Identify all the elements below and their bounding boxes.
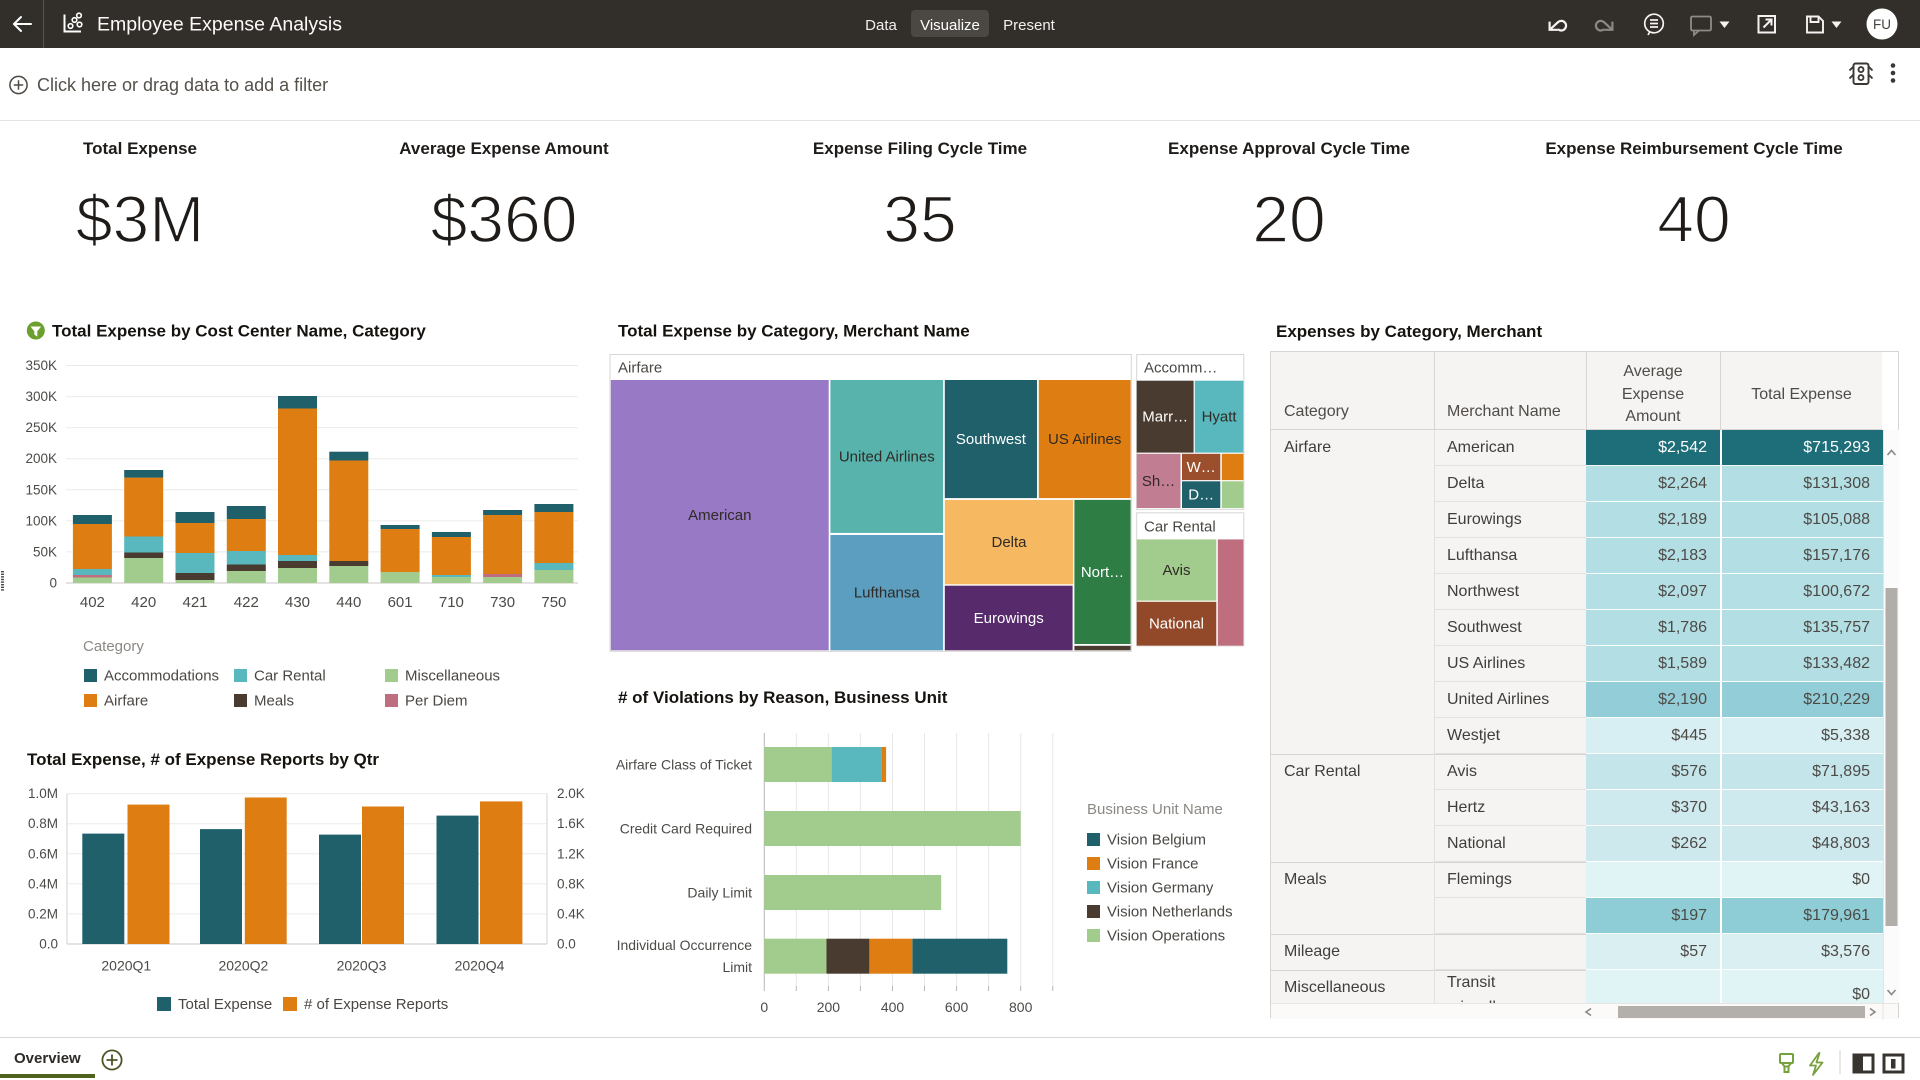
svg-text:Daily Limit: Daily Limit — [687, 885, 752, 901]
svg-text:2020Q2: 2020Q2 — [218, 958, 268, 974]
svg-text:1.6K: 1.6K — [557, 816, 585, 831]
svg-text:Vision Germany: Vision Germany — [1107, 880, 1214, 897]
svg-text:400: 400 — [881, 999, 905, 1015]
svg-text:Meals: Meals — [254, 693, 294, 710]
svg-text:0.8K: 0.8K — [557, 876, 585, 891]
svg-text:W…: W… — [1187, 459, 1216, 476]
svg-text:Category: Category — [83, 638, 144, 655]
svg-text:Individual Occurrence: Individual Occurrence — [617, 937, 753, 953]
svg-text:Marr…: Marr… — [1142, 409, 1188, 426]
svg-text:0.6M: 0.6M — [28, 846, 58, 861]
svg-text:Vision France: Vision France — [1107, 856, 1198, 873]
svg-text:Car Rental: Car Rental — [1144, 519, 1216, 536]
svg-text:Airfare: Airfare — [618, 360, 662, 377]
svg-text:Vision Belgium: Vision Belgium — [1107, 832, 1206, 849]
svg-text:430: 430 — [285, 594, 310, 611]
svg-text:300K: 300K — [25, 389, 57, 404]
svg-text:Avis: Avis — [1162, 562, 1190, 579]
svg-text:Nort…: Nort… — [1081, 564, 1124, 581]
svg-text:Accommodations: Accommodations — [104, 668, 219, 685]
svg-text:600: 600 — [945, 999, 969, 1015]
svg-text:American: American — [688, 507, 751, 524]
svg-text:Sh…: Sh… — [1142, 473, 1175, 490]
svg-text:0.4K: 0.4K — [557, 906, 585, 921]
svg-text:Present: Present — [1003, 17, 1056, 34]
svg-text:1.0M: 1.0M — [28, 786, 58, 801]
svg-text:Airfare: Airfare — [104, 693, 148, 710]
svg-text:0: 0 — [760, 999, 768, 1015]
svg-text:0.8M: 0.8M — [28, 816, 58, 831]
svg-text:440: 440 — [336, 594, 361, 611]
svg-text:1.2K: 1.2K — [557, 846, 585, 861]
svg-text:Miscellaneous: Miscellaneous — [405, 668, 500, 685]
svg-text:Southwest: Southwest — [956, 431, 1027, 448]
svg-text:0: 0 — [49, 576, 57, 591]
svg-text:402: 402 — [80, 594, 105, 611]
svg-text:Vision Operations: Vision Operations — [1107, 928, 1225, 945]
svg-text:# of Expense Reports: # of Expense Reports — [304, 996, 448, 1013]
svg-text:Car Rental: Car Rental — [254, 668, 326, 685]
svg-text:Total Expense by Cost Center N: Total Expense by Cost Center Name, Categ… — [52, 322, 426, 341]
svg-text:US Airlines: US Airlines — [1048, 431, 1121, 448]
svg-text:Business Unit Name: Business Unit Name — [1087, 801, 1223, 818]
svg-text:2020Q3: 2020Q3 — [337, 958, 387, 974]
svg-text:421: 421 — [182, 594, 207, 611]
svg-text:Total Expense by Category, Mer: Total Expense by Category, Merchant Name — [618, 322, 970, 341]
svg-text:0.2M: 0.2M — [28, 906, 58, 921]
svg-text:601: 601 — [388, 594, 413, 611]
svg-text:Lufthansa: Lufthansa — [854, 585, 921, 602]
svg-text:United Airlines: United Airlines — [839, 448, 935, 465]
svg-text:730: 730 — [490, 594, 515, 611]
svg-text:710: 710 — [439, 594, 464, 611]
svg-text:Credit Card Required: Credit Card Required — [620, 821, 752, 837]
svg-text:420: 420 — [131, 594, 156, 611]
svg-text:0.0: 0.0 — [557, 937, 576, 952]
svg-text:250K: 250K — [25, 420, 57, 435]
svg-text:2020Q4: 2020Q4 — [455, 958, 505, 974]
svg-text:Limit: Limit — [722, 959, 752, 975]
svg-text:800: 800 — [1009, 999, 1033, 1015]
svg-text:Click here or drag data to add: Click here or drag data to add a filter — [37, 75, 328, 95]
svg-text:Hyatt: Hyatt — [1202, 409, 1238, 426]
svg-text:Data: Data — [865, 17, 897, 34]
svg-text:Vision Netherlands: Vision Netherlands — [1107, 904, 1233, 921]
svg-text:FU: FU — [1873, 17, 1891, 32]
svg-text:150K: 150K — [25, 482, 57, 497]
svg-text:422: 422 — [234, 594, 259, 611]
svg-text:Total Expense, # of Expense Re: Total Expense, # of Expense Reports by Q… — [27, 750, 379, 769]
svg-text:750: 750 — [541, 594, 566, 611]
svg-text:Accomm…: Accomm… — [1144, 360, 1217, 377]
svg-text:D…: D… — [1188, 487, 1214, 504]
svg-text:# of Violations by Reason, Bus: # of Violations by Reason, Business Unit — [618, 688, 948, 707]
svg-text:0.0: 0.0 — [39, 937, 58, 952]
svg-text:Per Diem: Per Diem — [405, 693, 468, 710]
svg-text:100K: 100K — [25, 513, 57, 528]
svg-text:Eurowings: Eurowings — [974, 610, 1044, 627]
svg-text:2020Q1: 2020Q1 — [101, 958, 151, 974]
svg-text:200K: 200K — [25, 451, 57, 466]
svg-text:Visualize: Visualize — [920, 17, 980, 34]
svg-text:350K: 350K — [25, 358, 57, 373]
svg-text:Total Expense: Total Expense — [178, 996, 272, 1013]
svg-text:Airfare Class of Ticket: Airfare Class of Ticket — [616, 757, 752, 773]
svg-text:50K: 50K — [33, 544, 57, 559]
svg-text:Delta: Delta — [991, 534, 1027, 551]
svg-text:Employee Expense Analysis: Employee Expense Analysis — [97, 14, 342, 36]
svg-text:200: 200 — [817, 999, 841, 1015]
svg-text:National: National — [1149, 616, 1204, 633]
svg-text:0.4M: 0.4M — [28, 876, 58, 891]
svg-text:2.0K: 2.0K — [557, 786, 585, 801]
